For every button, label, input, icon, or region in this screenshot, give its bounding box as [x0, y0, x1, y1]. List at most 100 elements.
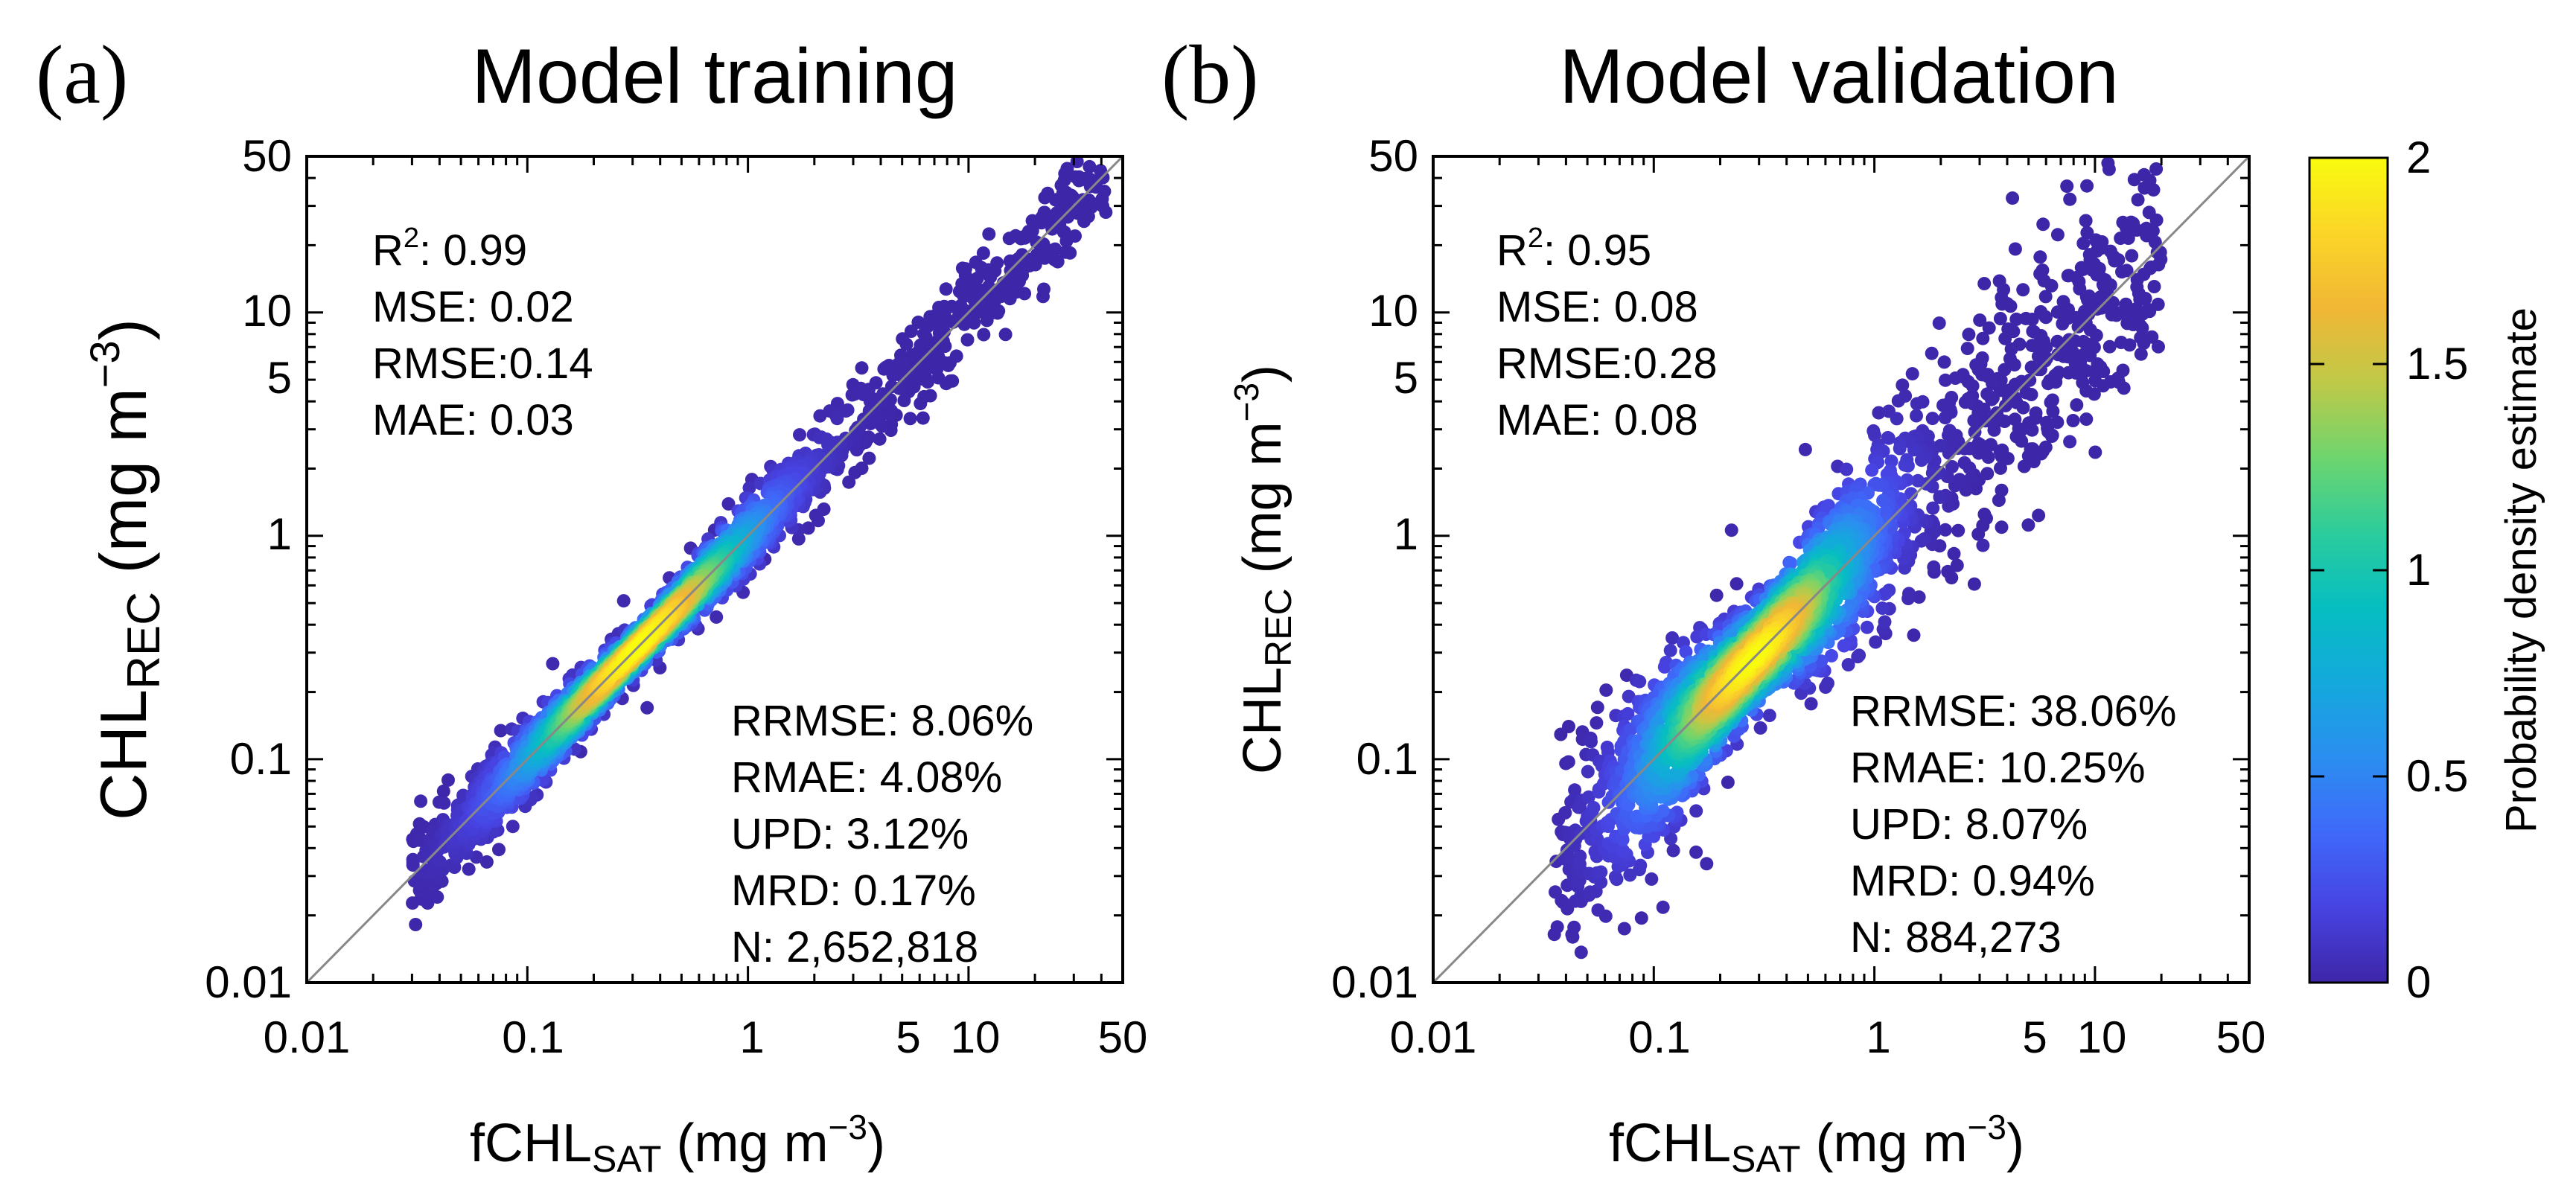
scatter-point [1875, 601, 1890, 615]
scatter-point [899, 337, 914, 351]
scatter-point [1689, 804, 1703, 818]
scatter-point [1933, 490, 1947, 504]
scatter-point [2102, 162, 2116, 176]
y-axis-label-main: CHL [86, 689, 160, 820]
scatter-point [916, 411, 930, 425]
scatter-point [2142, 205, 2156, 220]
scatter-point [2039, 415, 2053, 430]
scatter-point [862, 451, 876, 465]
scatter-point [1700, 857, 1714, 871]
scatter-point [1837, 639, 1851, 653]
scatter-point [1939, 373, 1952, 387]
scatter-point [479, 855, 494, 869]
scatter-point [1584, 735, 1598, 749]
scatter-point [939, 282, 953, 296]
y-axis-label-sub: REC [118, 592, 170, 689]
scatter-point [2063, 435, 2077, 449]
scatter-point [2140, 229, 2154, 243]
tick-marks-a [305, 155, 1124, 984]
scatter-point [1825, 648, 1838, 663]
scatter-point [1599, 683, 1613, 698]
scatter-point [616, 594, 631, 608]
scatter-point [1881, 431, 1896, 445]
stat-n-a: N: 2,652,818 [731, 923, 978, 971]
scatter-point [1567, 920, 1581, 934]
x-tick-label: 50 [1098, 1012, 1148, 1062]
scatter-point [2061, 269, 2075, 283]
scatter-point [1666, 843, 1680, 858]
scatter-point [884, 380, 899, 394]
scatter-point [1980, 387, 1995, 401]
scatter-point [1967, 577, 1981, 591]
scatter-point [998, 328, 1013, 342]
scatter-point [927, 310, 941, 325]
scatter-point [2038, 290, 2053, 304]
scatter-point [1821, 676, 1834, 690]
scatter-point [2050, 334, 2065, 348]
y-axis-label-sup: −3 [81, 340, 128, 388]
stat-rrmse-a: RRMSE: 8.06% [731, 697, 1033, 745]
scatter-point [2088, 374, 2102, 388]
scatter-point [2114, 232, 2128, 246]
scatter-point [1656, 900, 1670, 914]
scatter-point [1616, 843, 1630, 858]
scatter-point [1633, 858, 1648, 872]
scatter-point [2114, 336, 2129, 349]
scatter-point [1942, 428, 1955, 442]
scatter-point [1976, 331, 1990, 345]
scatter-point [2074, 261, 2088, 275]
scatter-point [1642, 830, 1656, 844]
scatter-point [1594, 865, 1608, 879]
scatter-point [1581, 790, 1595, 804]
scatter-point [1958, 395, 1972, 409]
scatter-point [640, 700, 654, 715]
scatter-point [1976, 538, 1990, 552]
scatter-point [1912, 590, 1926, 604]
scatter-point [1898, 458, 1912, 472]
scatter-point [1963, 472, 1977, 486]
scatter-point [2041, 377, 2055, 391]
scatter-point [812, 514, 825, 528]
scatter-point [2019, 386, 2033, 400]
scatter-point [1891, 394, 1905, 408]
scatter-point [1896, 378, 1910, 392]
scatter-point [1942, 499, 1956, 513]
panel-label-b: (b) [1161, 29, 1259, 121]
scatter-point [1998, 331, 2012, 345]
scatter-point [2066, 414, 2080, 427]
stat-mse-a: MSE: 0.02 [372, 283, 574, 331]
scatter-point [2019, 311, 2033, 325]
scatter-point [2116, 215, 2130, 229]
scatter-point [1977, 507, 1992, 521]
scatter-point [1590, 700, 1604, 715]
scatter-point [2079, 412, 2094, 427]
scatter-point [1941, 564, 1955, 578]
scatter-point [2016, 283, 2030, 297]
scatter-point [1926, 501, 1940, 515]
scatter-point [2150, 246, 2164, 260]
scatter-point [1907, 628, 1921, 642]
scatter-point [2062, 366, 2076, 380]
scatter-point [2083, 252, 2097, 266]
identity-line-a [307, 156, 1123, 983]
scatter-point [2008, 412, 2022, 427]
scatter-point [1869, 635, 1883, 649]
scatter-point [2147, 280, 2161, 293]
scatter-point [2051, 348, 2065, 362]
scatter-point [2021, 449, 2035, 463]
x-axis-label-sup: −3 [829, 1108, 867, 1146]
scatter-point [1048, 193, 1062, 207]
chart-title-a: Model training [471, 33, 957, 120]
scatter-point [1907, 443, 1921, 457]
scatter-point [1663, 643, 1677, 657]
scatter-point [1088, 131, 1101, 144]
scatter-point [1002, 232, 1016, 246]
scatter-point [2031, 349, 2045, 363]
scatter-point [2080, 226, 2094, 240]
scatter-point [1556, 896, 1570, 910]
y-tick-label: 10 [242, 286, 292, 336]
scatter-point [1573, 849, 1587, 864]
scatter-point [1689, 845, 1703, 859]
scatter-point [1968, 425, 1982, 439]
scatter-point [1562, 720, 1575, 733]
